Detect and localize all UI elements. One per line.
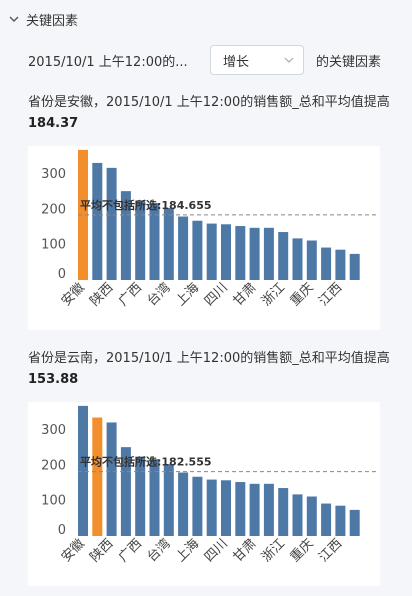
bar[interactable]	[206, 479, 217, 536]
y-tick-label: 100	[41, 494, 66, 509]
bar[interactable]	[149, 459, 160, 536]
chevron-down-icon[interactable]	[8, 13, 20, 25]
x-tick-label: 陕西	[87, 280, 116, 309]
bar[interactable]	[249, 227, 260, 280]
y-tick-label: 200	[41, 202, 66, 217]
bar[interactable]	[221, 480, 231, 536]
filter-row: 2015/10/1 上午12:00的... 增长 的关键因素	[28, 44, 406, 76]
y-tick-label: 200	[41, 458, 66, 473]
header-title: 关键因素	[26, 13, 79, 29]
y-tick-label: 300	[41, 423, 66, 438]
x-tick-label: 江西	[316, 280, 345, 309]
bar[interactable]	[178, 216, 189, 280]
insight-value: 184.37	[28, 116, 79, 131]
bar[interactable]	[321, 503, 332, 536]
bar[interactable]	[163, 464, 174, 536]
bar[interactable]	[135, 200, 146, 280]
insight-text-1: 省份是安徽，2015/10/1 上午12:00的销售额_总和平均值提高 184.3…	[28, 92, 398, 134]
bar[interactable]	[78, 149, 88, 280]
bar[interactable]	[149, 203, 160, 280]
bar[interactable]	[78, 405, 88, 536]
bar[interactable]	[192, 220, 203, 280]
bar[interactable]	[106, 167, 117, 280]
x-tick-label: 广西	[116, 536, 145, 565]
x-tick-label: 陕西	[87, 536, 116, 565]
x-tick-label: 江西	[316, 536, 345, 565]
key-factors-header[interactable]: 关键因素	[8, 8, 78, 30]
average-label: 平均不包括所选:184.655	[80, 198, 212, 212]
bar[interactable]	[235, 226, 246, 280]
x-tick-label: 浙江	[259, 536, 288, 565]
chart-card-2: 0 100 200 300 平均不包括所选:182.555 安徽 陕西 广西 台湾 上海 四川 甘肃浙…	[28, 402, 380, 586]
x-tick-label: 甘肃	[230, 536, 259, 565]
insight-prefix: 省份是云南，2015/10/1 上午12:00的销售额_总和平均值提高	[28, 351, 390, 366]
chart-card-1: 0 100 200 300 平均不包括所选:184.655 安徽 陕西 广西 台湾 上海 四川 甘肃浙…	[28, 146, 380, 330]
bar[interactable]	[349, 253, 360, 280]
bar[interactable]	[92, 417, 103, 536]
insight-prefix: 省份是安徽，2015/10/1 上午12:00的销售额_总和平均值提高	[28, 95, 390, 110]
bar[interactable]	[120, 191, 131, 280]
insight-text-2: 省份是云南，2015/10/1 上午12:00的销售额_总和平均值提高 153.8…	[28, 348, 398, 390]
bar[interactable]	[221, 224, 231, 280]
bar[interactable]	[206, 223, 217, 280]
bar[interactable]	[120, 447, 131, 536]
bar[interactable]	[235, 482, 246, 536]
x-tick-label: 上海	[173, 280, 202, 309]
bar[interactable]	[249, 483, 260, 536]
bar[interactable]	[135, 456, 146, 536]
bar[interactable]	[106, 422, 117, 536]
bar[interactable]	[278, 488, 289, 536]
bar[interactable]	[192, 476, 203, 536]
average-label: 平均不包括所选:182.555	[80, 455, 212, 469]
x-tick-label: 安徽	[59, 536, 88, 565]
change-type-select[interactable]: 增长	[210, 45, 304, 75]
select-value: 增长	[223, 54, 250, 70]
bar[interactable]	[92, 162, 103, 280]
bar[interactable]	[321, 247, 332, 280]
x-tick-label: 上海	[173, 536, 202, 565]
x-tick-label: 安徽	[59, 280, 88, 309]
x-tick-label: 重庆	[287, 280, 317, 310]
bar[interactable]	[292, 494, 303, 536]
bar[interactable]	[278, 232, 289, 280]
bar[interactable]	[178, 472, 189, 536]
insight-value: 153.88	[28, 372, 79, 387]
bar[interactable]	[263, 227, 274, 280]
bar[interactable]	[306, 496, 317, 536]
bar[interactable]	[335, 249, 346, 280]
x-tick-label: 四川	[202, 280, 231, 309]
bar[interactable]	[335, 505, 346, 536]
x-tick-label: 浙江	[259, 280, 288, 309]
x-tick-label: 台湾	[144, 280, 174, 310]
bar-chart: 0 100 200 300 平均不包括所选:184.655 安徽 陕西 广西 台湾 上海 四川 甘肃浙…	[41, 149, 376, 310]
bar[interactable]	[263, 483, 274, 536]
x-tick-label: 四川	[202, 536, 231, 565]
filter-suffix: 的关键因素	[316, 54, 382, 70]
bar[interactable]	[163, 208, 174, 280]
y-tick-label: 0	[58, 523, 66, 538]
chevron-down-icon	[284, 57, 294, 63]
x-tick-label: 广西	[116, 280, 145, 309]
x-tick-label: 甘肃	[230, 280, 259, 309]
date-filter-label: 2015/10/1 上午12:00的...	[28, 54, 188, 70]
y-tick-label: 100	[41, 238, 66, 253]
y-tick-label: 0	[58, 267, 66, 282]
bar-chart: 0 100 200 300 平均不包括所选:182.555 安徽 陕西 广西 台湾 上海 四川 甘肃浙…	[41, 405, 376, 566]
x-tick-label: 台湾	[144, 536, 174, 566]
bar[interactable]	[349, 509, 360, 536]
y-tick-label: 300	[41, 167, 66, 182]
bar[interactable]	[306, 240, 317, 280]
x-tick-label: 重庆	[287, 536, 317, 566]
bar[interactable]	[292, 238, 303, 280]
